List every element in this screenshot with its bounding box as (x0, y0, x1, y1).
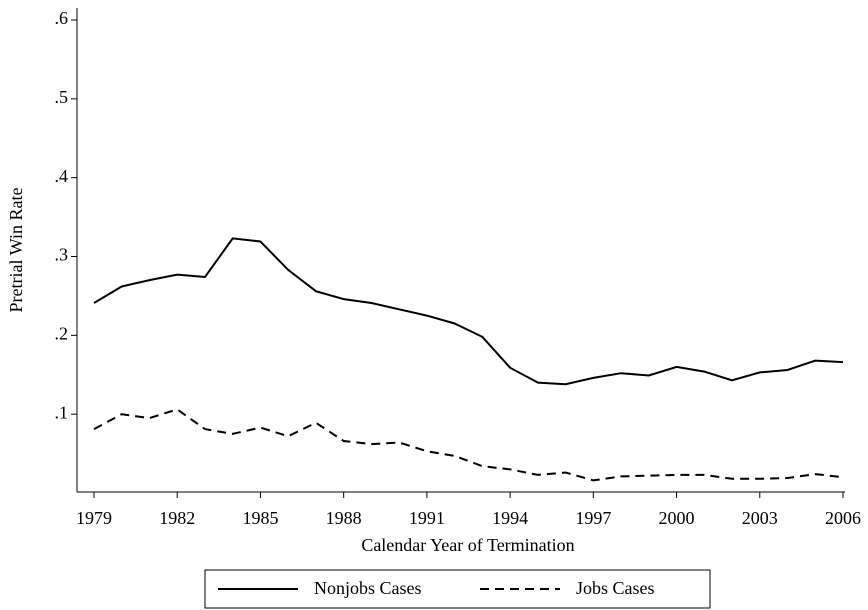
y-tick-label: .6 (55, 8, 69, 28)
y-tick-label: .1 (55, 402, 69, 422)
legend-label: Nonjobs Cases (314, 578, 422, 598)
x-axis-label: Calendar Year of Termination (361, 535, 574, 555)
x-tick-label: 1979 (76, 508, 112, 528)
legend-box (204, 569, 711, 609)
data-line (93, 237, 844, 386)
x-tick-label: 2006 (825, 508, 861, 528)
data-line (93, 408, 844, 482)
y-tick-label: .5 (55, 87, 69, 107)
y-axis-label: Pretrial Win Rate (6, 188, 26, 313)
y-tick-label: .4 (55, 166, 69, 186)
x-tick-label: 1988 (326, 508, 362, 528)
x-tick-label: 1997 (575, 508, 611, 528)
x-tick-label: 1994 (492, 508, 528, 528)
x-tick-label: 2003 (742, 508, 778, 528)
x-tick-label: 1982 (159, 508, 195, 528)
x-tick-label: 1985 (242, 508, 278, 528)
y-tick-label: .2 (55, 323, 69, 343)
x-tick-label: 2000 (659, 508, 695, 528)
y-tick-label: .3 (55, 245, 69, 265)
x-tick-label: 1991 (409, 508, 445, 528)
legend-label: Jobs Cases (576, 578, 655, 598)
